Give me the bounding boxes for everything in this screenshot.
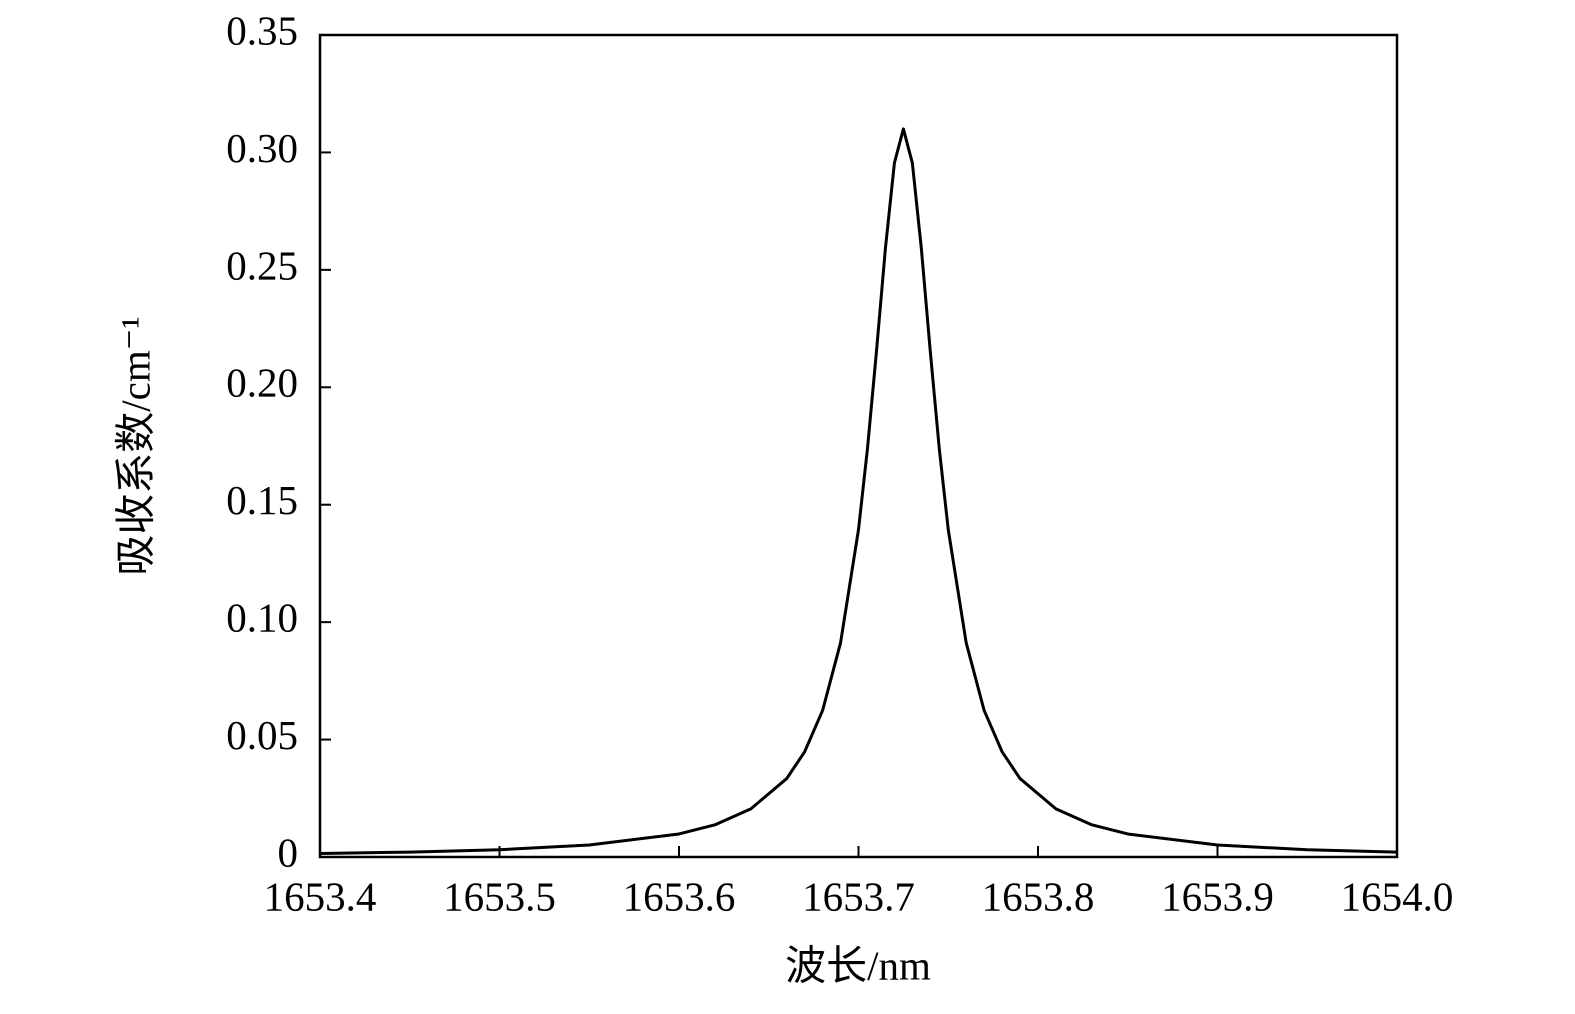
x-tick-label: 1654.0: [1341, 873, 1454, 919]
line-series: [319, 127, 1398, 855]
plot-frame: [318, 33, 1399, 859]
x-tick-label: 1653.5: [443, 873, 556, 919]
x-tick-label: 1653.8: [982, 873, 1095, 919]
y-tick-label: 0.30: [226, 125, 298, 171]
y-tick-label: 0.35: [226, 7, 298, 53]
y-tick-label: 0.20: [226, 360, 298, 406]
y-tick-label: 0.25: [226, 242, 298, 288]
y-tick-label: 0.05: [226, 712, 298, 758]
x-tick-label: 1653.6: [623, 873, 736, 919]
x-axis-label: 波长/nm: [785, 942, 931, 988]
y-tick-label: 0: [278, 829, 299, 875]
y-tick-label: 0.15: [226, 477, 298, 523]
x-tick-label: 1653.9: [1161, 873, 1274, 919]
x-tick-label: 1653.7: [802, 873, 915, 919]
x-tick-label: 1653.4: [264, 873, 377, 919]
y-tick-label: 0.10: [226, 595, 298, 641]
y-axis-label: 吸收系数/cm⁻¹: [112, 316, 158, 575]
